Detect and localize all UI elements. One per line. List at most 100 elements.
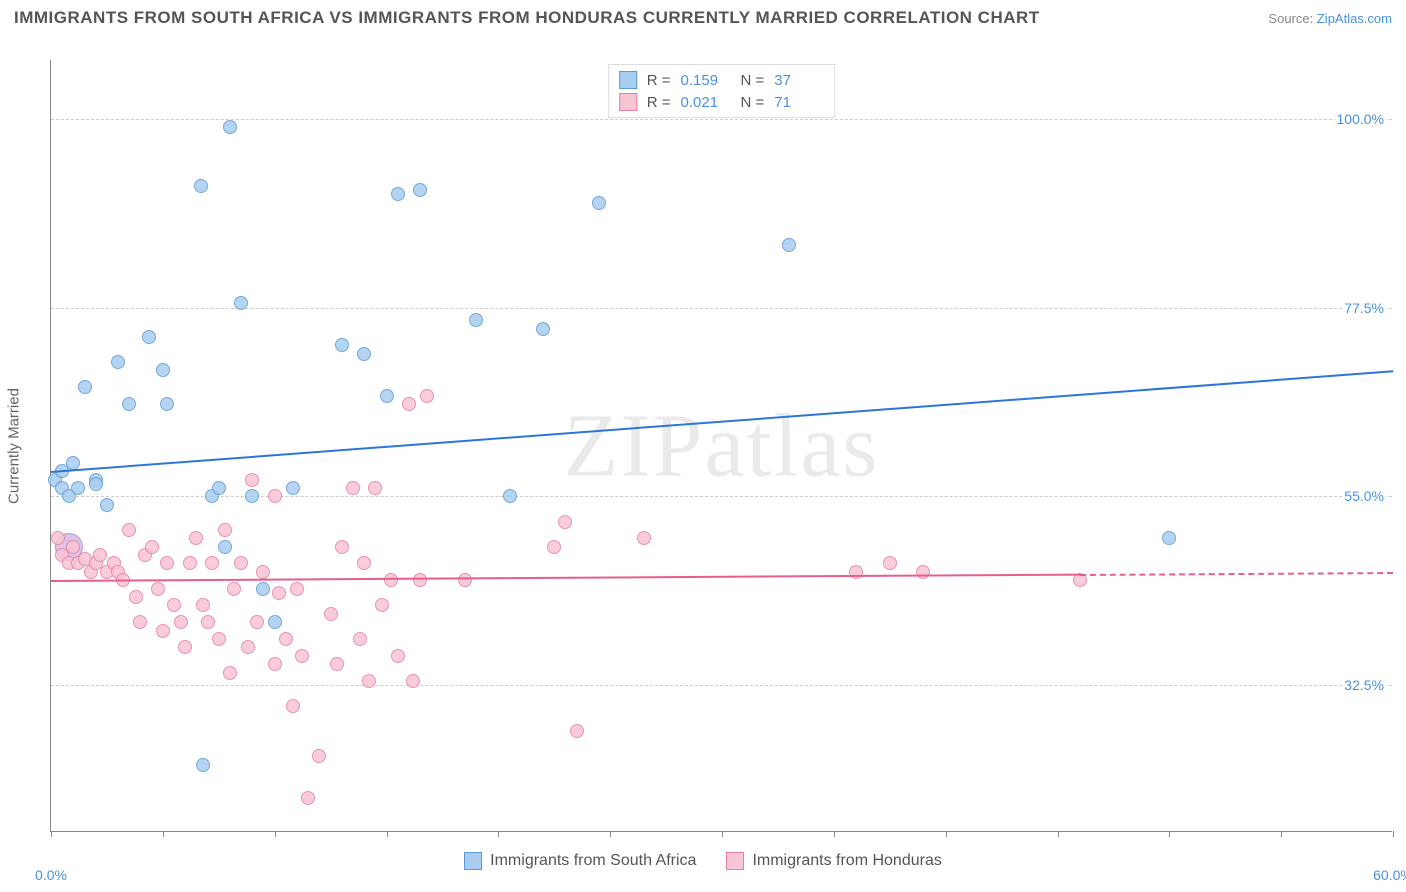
scatter-point — [458, 573, 472, 587]
scatter-point — [196, 758, 210, 772]
scatter-point — [286, 699, 300, 713]
x-tick — [387, 831, 388, 837]
y-tick-label: 55.0% — [1342, 488, 1386, 504]
scatter-point — [391, 649, 405, 663]
source-link[interactable]: ZipAtlas.com — [1317, 11, 1392, 26]
scatter-point — [234, 556, 248, 570]
trend-line — [51, 370, 1393, 473]
source-attribution: Source: ZipAtlas.com — [1268, 11, 1392, 26]
scatter-point — [547, 540, 561, 554]
scatter-point — [503, 489, 517, 503]
x-tick — [163, 831, 164, 837]
scatter-point — [286, 481, 300, 495]
scatter-point — [357, 347, 371, 361]
scatter-point — [413, 573, 427, 587]
scatter-point — [256, 565, 270, 579]
scatter-point — [111, 355, 125, 369]
legend-row-series2: R = 0.021 N = 71 — [619, 91, 825, 113]
scatter-point — [196, 598, 210, 612]
x-tick — [1281, 831, 1282, 837]
scatter-point — [66, 456, 80, 470]
scatter-point — [223, 666, 237, 680]
scatter-point — [335, 338, 349, 352]
scatter-point — [375, 598, 389, 612]
x-tick — [498, 831, 499, 837]
scatter-point — [205, 556, 219, 570]
x-tick — [1393, 831, 1394, 837]
scatter-point — [1162, 531, 1176, 545]
gridline-h — [51, 308, 1392, 309]
scatter-point — [368, 481, 382, 495]
scatter-point — [324, 607, 338, 621]
scatter-point — [51, 531, 65, 545]
scatter-point — [245, 473, 259, 487]
scatter-point — [353, 632, 367, 646]
scatter-point — [330, 657, 344, 671]
scatter-point — [357, 556, 371, 570]
watermark-text: ZIPatlas — [564, 394, 880, 497]
x-tick — [722, 831, 723, 837]
scatter-point — [100, 498, 114, 512]
scatter-point — [256, 582, 270, 596]
scatter-point — [218, 540, 232, 554]
scatter-point — [93, 548, 107, 562]
scatter-point — [71, 481, 85, 495]
scatter-point — [916, 565, 930, 579]
scatter-point — [536, 322, 550, 336]
scatter-point — [295, 649, 309, 663]
scatter-point — [290, 582, 304, 596]
y-axis-title: Currently Married — [6, 388, 23, 504]
scatter-point — [782, 238, 796, 252]
scatter-point — [145, 540, 159, 554]
scatter-point — [301, 791, 315, 805]
legend-item-series1: Immigrants from South Africa — [464, 852, 696, 870]
trend-line — [1080, 572, 1393, 576]
scatter-point — [189, 531, 203, 545]
scatter-point — [362, 674, 376, 688]
chart-title: IMMIGRANTS FROM SOUTH AFRICA VS IMMIGRAN… — [14, 8, 1040, 28]
scatter-point — [406, 674, 420, 688]
x-tick — [834, 831, 835, 837]
scatter-point — [223, 120, 237, 134]
scatter-point — [227, 582, 241, 596]
scatter-point — [637, 531, 651, 545]
scatter-point — [268, 615, 282, 629]
scatter-point — [78, 380, 92, 394]
scatter-point — [142, 330, 156, 344]
x-tick — [1169, 831, 1170, 837]
scatter-point — [212, 481, 226, 495]
scatter-point — [558, 515, 572, 529]
gridline-h — [51, 685, 1392, 686]
x-tick — [610, 831, 611, 837]
scatter-point — [160, 397, 174, 411]
legend-bottom: Immigrants from South Africa Immigrants … — [0, 852, 1406, 870]
scatter-point — [420, 389, 434, 403]
scatter-point — [312, 749, 326, 763]
scatter-point — [402, 397, 416, 411]
y-tick-label: 100.0% — [1335, 111, 1386, 127]
scatter-point — [156, 363, 170, 377]
scatter-point — [122, 397, 136, 411]
scatter-point — [384, 573, 398, 587]
scatter-point — [89, 477, 103, 491]
scatter-point — [469, 313, 483, 327]
scatter-point — [380, 389, 394, 403]
scatter-point — [174, 615, 188, 629]
scatter-point — [279, 632, 293, 646]
scatter-point — [413, 183, 427, 197]
x-tick — [1058, 831, 1059, 837]
scatter-point — [268, 489, 282, 503]
scatter-point — [391, 187, 405, 201]
scatter-point — [160, 556, 174, 570]
scatter-point — [178, 640, 192, 654]
legend-swatch-bottom-1 — [464, 852, 482, 870]
scatter-point — [335, 540, 349, 554]
scatter-point — [268, 657, 282, 671]
legend-item-series2: Immigrants from Honduras — [726, 852, 941, 870]
scatter-point — [183, 556, 197, 570]
y-tick-label: 77.5% — [1342, 300, 1386, 316]
scatter-point — [883, 556, 897, 570]
gridline-h — [51, 119, 1392, 120]
legend-swatch-series1 — [619, 71, 637, 89]
legend-swatch-series2 — [619, 93, 637, 111]
